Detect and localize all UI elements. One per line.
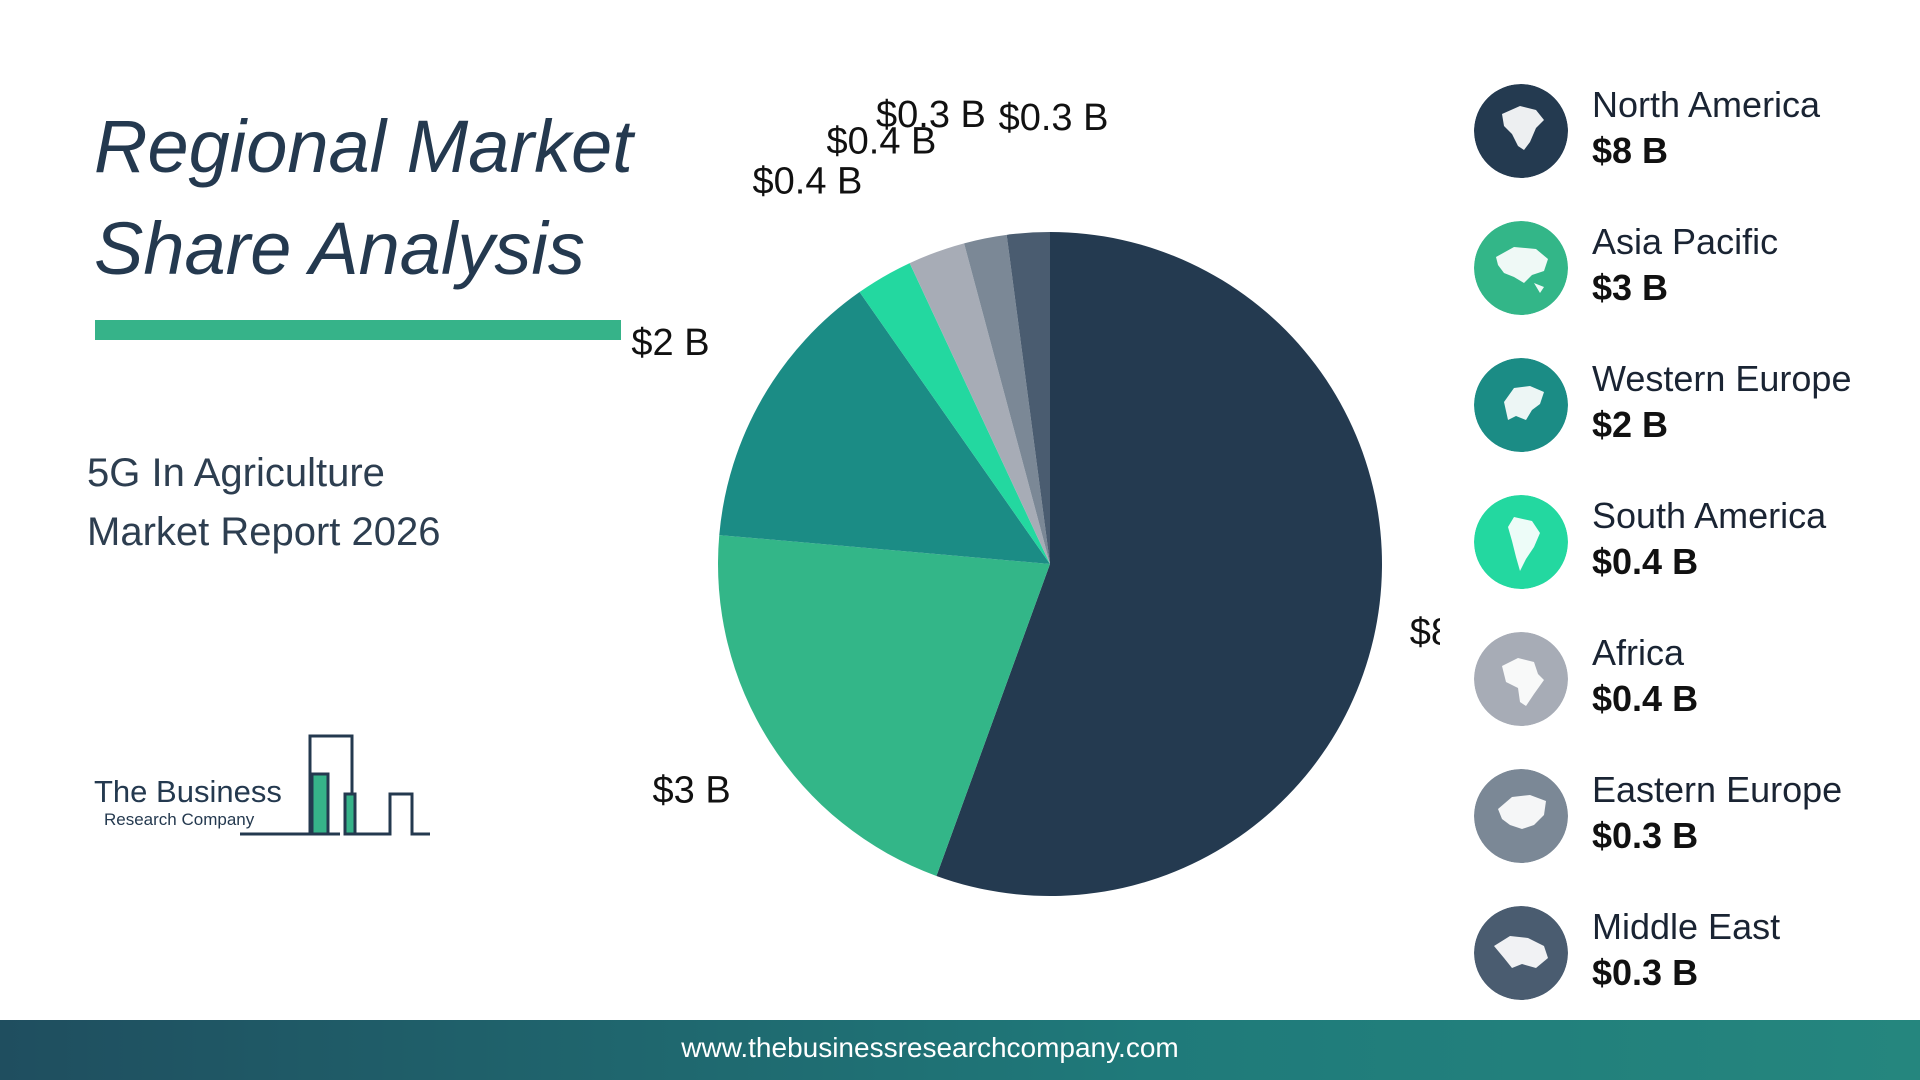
pie-label-western-europe: $2 B: [631, 322, 709, 364]
legend-label: Eastern Europe: [1592, 769, 1843, 810]
legend-item-north-america: North America $8 B: [1474, 84, 1914, 221]
eastern-europe-map-icon: [1474, 769, 1568, 863]
subtitle-line-2: Market Report 2026: [87, 510, 441, 554]
middle-east-map-icon: [1474, 906, 1568, 1000]
legend-value: $0.3 B: [1592, 815, 1699, 856]
pie-label-africa: $0.4 B: [827, 120, 937, 162]
logo-buildings-icon: [240, 734, 430, 836]
south-america-map-icon: [1474, 495, 1568, 589]
legend-label: Western Europe: [1592, 358, 1852, 399]
title-line-2: Share Analysis: [94, 207, 585, 290]
chart-legend: North America $8 B Asia Pacific $3 B Western…: [1474, 84, 1914, 1043]
pie-label-asia-pacific: $3 B: [653, 769, 731, 811]
pie-slice-asia-pacific: [718, 535, 1050, 876]
legend-item-asia-pacific: Asia Pacific $3 B: [1474, 221, 1914, 358]
pie-slice-africa: [909, 243, 1050, 564]
pie-chart: $8 B$3 B$2 B$0.4 B$0.4 B$0.3 B$0.3 B: [631, 94, 1440, 896]
legend-item-south-america: South America $0.4 B: [1474, 495, 1914, 632]
title-underline: [95, 320, 621, 340]
legend-item-eastern-europe: Eastern Europe $0.3 B: [1474, 769, 1914, 906]
legend-value: $3 B: [1592, 267, 1669, 308]
pie-slice-eastern-europe: [964, 234, 1050, 564]
page-title: Regional Market Share Analysis: [94, 96, 694, 300]
western-europe-map-icon: [1474, 358, 1568, 452]
report-subtitle: 5G In Agriculture Market Report 2026: [87, 444, 567, 562]
footer-bar: www.thebusinessresearchcompany.com: [0, 1020, 1920, 1080]
legend-label: Asia Pacific: [1592, 221, 1779, 262]
legend-value: $2 B: [1592, 404, 1669, 445]
pie-slice-south-america: [859, 263, 1050, 564]
asia-pacific-map-icon: [1474, 221, 1568, 315]
legend-label: South America: [1592, 495, 1827, 536]
legend-item-middle-east: Middle East $0.3 B: [1474, 906, 1914, 1043]
legend-value: $0.4 B: [1592, 678, 1699, 719]
logo-text-primary: The Business: [94, 774, 282, 809]
pie-slice-north-america: [936, 232, 1382, 896]
pie-labels: $8 B$3 B$2 B$0.4 B$0.4 B$0.3 B$0.3 B: [631, 94, 1440, 812]
pie-label-middle-east: $0.3 B: [999, 97, 1109, 139]
legend-label: Middle East: [1592, 906, 1781, 947]
pie-slices: [718, 232, 1382, 896]
africa-map-icon: [1474, 632, 1568, 726]
legend-item-africa: Africa $0.4 B: [1474, 632, 1914, 769]
pie-slice-western-europe: [719, 292, 1050, 564]
logo-text-secondary: Research Company: [104, 810, 255, 829]
legend-value: $0.4 B: [1592, 541, 1699, 582]
legend-label: Africa: [1592, 632, 1685, 673]
legend-label: North America: [1592, 84, 1821, 125]
title-line-1: Regional Market: [94, 105, 633, 188]
legend-item-western-europe: Western Europe $2 B: [1474, 358, 1914, 495]
subtitle-line-1: 5G In Agriculture: [87, 451, 385, 495]
pie-label-south-america: $0.4 B: [753, 160, 863, 202]
pie-label-eastern-europe: $0.3 B: [876, 94, 986, 136]
company-logo: The Business Research Company: [90, 730, 440, 840]
pie-label-north-america: $8 B: [1410, 611, 1440, 653]
pie-slice-middle-east: [1006, 232, 1050, 564]
legend-value: $8 B: [1592, 130, 1669, 171]
legend-value: $0.3 B: [1592, 952, 1699, 993]
footer-url[interactable]: www.thebusinessresearchcompany.com: [681, 1032, 1179, 1063]
north-america-map-icon: [1474, 84, 1568, 178]
